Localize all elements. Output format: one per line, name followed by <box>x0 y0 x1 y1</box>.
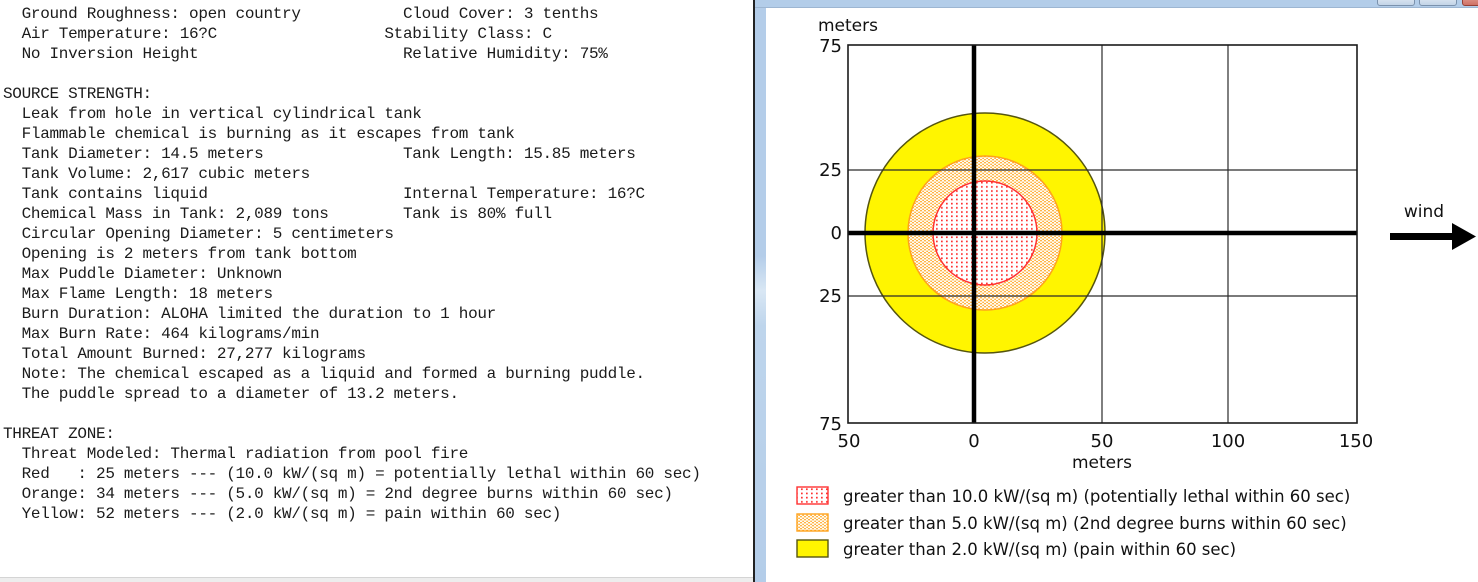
x-tick-0: 0 <box>968 431 979 452</box>
minimize-button[interactable] <box>1377 0 1415 6</box>
yellow-solid-swatch <box>796 539 829 558</box>
y-tick-75-bottom: 75 <box>819 414 842 435</box>
threat-window-left-border <box>755 0 766 582</box>
legend-label-yellow: greater than 2.0 kW/(sq m) (pain within … <box>843 540 1236 559</box>
report-panel-bottom-strip <box>0 577 753 582</box>
y-tick-25-top: 25 <box>819 160 842 181</box>
threat-window-titlebar <box>755 0 1478 8</box>
wind-arrow-icon <box>1390 223 1476 250</box>
threat-zone-plot: meters 75 25 0 25 75 50 0 50 100 150 met… <box>796 16 1476 559</box>
y-tick-25-bottom: 25 <box>819 286 842 307</box>
maximize-button[interactable] <box>1419 0 1457 6</box>
panel-divider <box>753 0 755 582</box>
red-dotted-swatch <box>796 486 829 505</box>
plot-legend: greater than 10.0 kW/(sq m) (potentially… <box>796 486 1350 559</box>
x-tick-neg50: 50 <box>838 431 861 452</box>
legend-label-orange: greater than 5.0 kW/(sq m) (2nd degree b… <box>843 514 1347 533</box>
y-tick-0: 0 <box>831 223 842 244</box>
plot-border <box>847 44 1358 424</box>
x-tick-150: 150 <box>1339 431 1373 452</box>
wind-label: wind <box>1404 202 1444 222</box>
orange-stippled-swatch <box>796 513 829 532</box>
close-button[interactable] <box>1462 0 1478 6</box>
x-axis-unit-label: meters <box>1072 453 1132 473</box>
report-text: Ground Roughness: open country Cloud Cov… <box>3 5 701 523</box>
y-tick-75-top: 75 <box>819 36 842 57</box>
text-summary-panel: Ground Roughness: open country Cloud Cov… <box>0 5 753 582</box>
y-axis-unit-label: meters <box>818 16 878 36</box>
x-tick-50: 50 <box>1091 431 1114 452</box>
legend-label-red: greater than 10.0 kW/(sq m) (potentially… <box>843 487 1350 506</box>
x-tick-100: 100 <box>1211 431 1245 452</box>
